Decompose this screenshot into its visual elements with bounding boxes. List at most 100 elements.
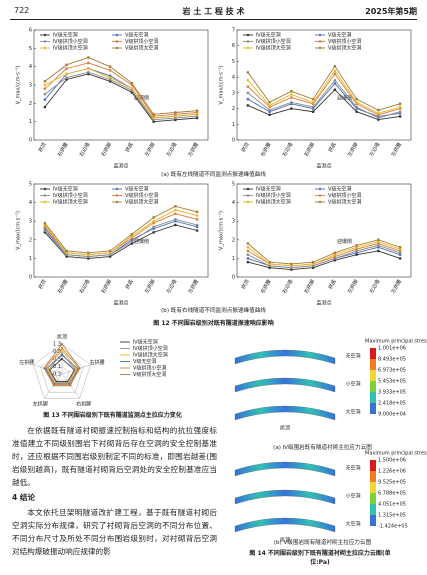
legend-marker <box>43 33 47 37</box>
x-tick-label: 右拱腰 <box>56 141 70 158</box>
legend-marker <box>246 187 250 191</box>
caption: (a) Ⅳ级围岩既有隧道衬砌主拉应力云图 <box>273 445 372 451</box>
series-line <box>45 354 79 385</box>
paragraph: 本文依托旦架明隧道改扩建工程，基于既有隧道衬砌后空洞实际分布规律，研究了衬砌背后… <box>12 508 217 556</box>
point <box>43 367 46 370</box>
point <box>290 266 293 270</box>
colorbar-label: -1.424e+05 <box>378 524 408 530</box>
y-tick-label: 3 <box>232 219 235 225</box>
point <box>108 69 112 72</box>
point <box>268 108 271 112</box>
legend-label: Ⅴ级无空洞 <box>328 186 351 193</box>
legend-label: Ⅴ级无空洞 <box>133 358 156 365</box>
series-line <box>247 241 401 267</box>
series-line <box>247 250 401 271</box>
point <box>311 102 315 106</box>
point <box>130 234 134 238</box>
point <box>355 247 358 251</box>
y-tick-label: 6 <box>29 28 32 34</box>
series-line <box>49 358 75 382</box>
point <box>398 105 402 109</box>
legend-label: Ⅳ级拱顶大空洞 <box>53 45 88 52</box>
series-line <box>247 244 401 269</box>
x-tick-label: 左拱腰 <box>187 278 201 295</box>
series-line <box>44 224 198 259</box>
legend-marker <box>318 200 322 204</box>
case-label: 小空洞 <box>345 493 360 500</box>
point <box>333 88 337 92</box>
x-tick-label: 右边墙 <box>78 141 92 158</box>
point <box>65 249 68 253</box>
point <box>174 223 177 227</box>
point <box>130 236 134 240</box>
colorbar-label: 1.315e+05 <box>378 513 406 519</box>
x-tick-label: 左拱腰 <box>390 278 404 295</box>
legend-label: Ⅴ级拱顶大空洞 <box>125 45 158 52</box>
legend-marker <box>115 194 119 197</box>
point <box>355 245 358 249</box>
point <box>355 244 358 247</box>
point <box>246 245 250 249</box>
point <box>398 115 402 118</box>
point <box>311 262 315 266</box>
lining-contour <box>234 405 336 421</box>
point <box>398 249 402 253</box>
point <box>377 111 380 115</box>
x-tick-label: 左拱脚 <box>346 141 360 158</box>
point <box>268 266 271 270</box>
point <box>174 205 177 208</box>
point <box>311 97 315 101</box>
point <box>195 113 199 116</box>
point <box>43 225 47 228</box>
colorbar-label: 4.051e+05 <box>378 502 406 508</box>
point <box>108 253 112 256</box>
point <box>290 262 293 266</box>
series-line <box>44 71 198 121</box>
x-tick-label: 右边墙 <box>281 278 295 295</box>
legend-label: Ⅴ级拱顶小空洞 <box>125 192 158 199</box>
annotation: 迎爆侧 <box>134 238 149 245</box>
point <box>87 253 90 256</box>
figure-title: 图 13 不同围岩级别下既有隧道监测点主拉应力变化 <box>43 412 182 419</box>
colorbar-title: Maximum principal stress <box>365 451 427 457</box>
point <box>398 251 402 255</box>
point <box>290 268 293 271</box>
point <box>290 90 293 93</box>
r-tick-label: -0.3 <box>51 372 61 378</box>
point <box>69 384 72 387</box>
case-label: 小空洞 <box>345 381 360 388</box>
category-label: 拱顶 <box>57 334 67 341</box>
series-line <box>48 352 76 383</box>
body-text: 在依据既有隧道衬砌振速控制指标和结构的抗拉强度标准值建立不同级别围岩下衬砌背后存… <box>12 424 217 574</box>
colorbar-cell <box>370 460 376 471</box>
series-line <box>44 347 80 386</box>
point <box>377 113 380 117</box>
point <box>355 251 358 255</box>
point <box>398 253 402 256</box>
colorbar-cell <box>370 471 376 482</box>
point <box>377 238 380 241</box>
category-label: 左拱腰 <box>19 359 34 366</box>
point <box>174 114 177 118</box>
legend-label: Ⅳ级无空洞 <box>256 186 281 193</box>
legend-label: Ⅳ级拱顶大空洞 <box>53 199 88 206</box>
point <box>174 220 177 223</box>
legend-marker <box>115 40 119 43</box>
legend-label: Ⅳ级拱顶大空洞 <box>256 199 291 206</box>
point <box>195 229 199 232</box>
category-label: 右拱脚 <box>76 400 91 407</box>
legend-label: Ⅳ级拱顶小空洞 <box>53 38 88 45</box>
point <box>311 107 315 110</box>
point <box>377 244 380 247</box>
point <box>398 247 402 251</box>
point <box>355 100 358 104</box>
point <box>268 104 271 107</box>
point <box>311 105 315 109</box>
colorbar-title: Maximum principal stress <box>365 339 427 345</box>
y-tick-label: 2 <box>29 237 32 243</box>
point <box>87 72 90 76</box>
series-line <box>43 343 81 386</box>
y-tick-label: 1 <box>29 256 32 262</box>
annotation: 迎爆侧 <box>337 95 352 102</box>
